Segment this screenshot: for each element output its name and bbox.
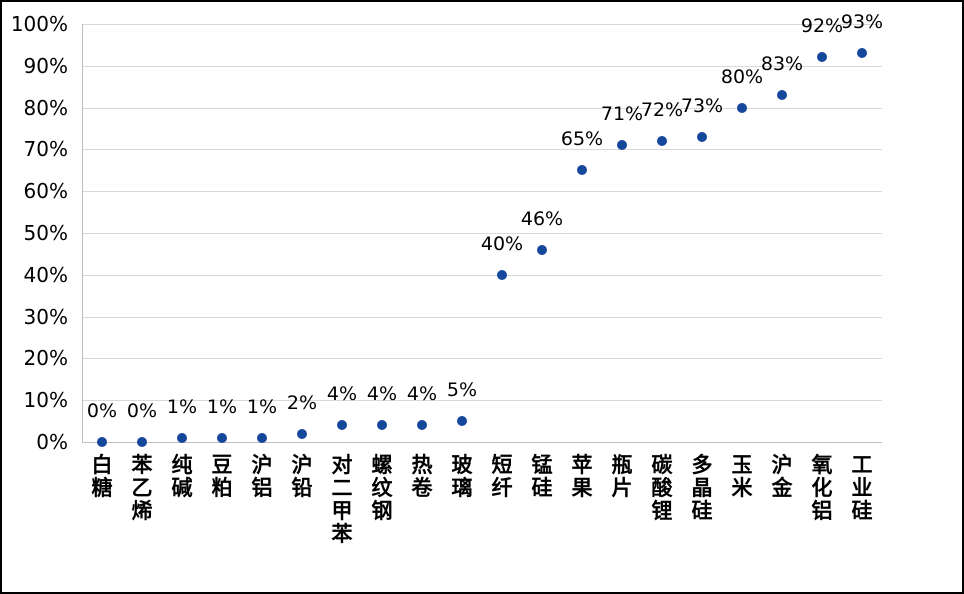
- y-tick-label: 10%: [23, 388, 68, 412]
- data-point: [297, 428, 307, 439]
- data-point: [577, 165, 587, 176]
- data-point: [817, 52, 827, 63]
- gridline: [82, 66, 882, 67]
- gridline: [82, 108, 882, 109]
- data-label: 72%: [640, 99, 684, 122]
- x-tick-label: 瓶片: [611, 453, 633, 500]
- x-tick-label: 苯乙烯: [131, 453, 153, 523]
- x-axis-line: [82, 442, 882, 443]
- data-point: [657, 136, 667, 147]
- y-tick-label: 70%: [23, 137, 68, 161]
- y-tick-label: 90%: [23, 54, 68, 78]
- x-tick-label: 螺纹钢: [371, 453, 393, 523]
- gridline: [82, 24, 882, 25]
- gridline: [82, 149, 882, 150]
- data-label: 92%: [800, 15, 844, 38]
- data-label: 80%: [720, 65, 764, 88]
- data-point: [737, 102, 747, 113]
- data-point: [217, 432, 227, 443]
- x-tick-label: 碳酸锂: [651, 453, 673, 523]
- data-label: 46%: [520, 207, 564, 230]
- x-tick-label: 玉米: [731, 453, 753, 500]
- x-tick-label: 沪铅: [291, 453, 313, 500]
- data-point: [177, 432, 187, 443]
- x-tick-label: 对二甲苯: [331, 453, 353, 546]
- gridline: [82, 358, 882, 359]
- gridline: [82, 191, 882, 192]
- data-point: [97, 437, 107, 447]
- y-tick-label: 60%: [23, 179, 68, 203]
- data-point: [697, 131, 707, 142]
- data-label: 0%: [126, 400, 158, 422]
- x-tick-label: 沪铝: [251, 453, 273, 500]
- data-point: [617, 140, 627, 151]
- x-tick-label: 短纤: [491, 453, 513, 500]
- data-point: [497, 269, 507, 280]
- data-point: [377, 420, 387, 431]
- data-label: 1%: [206, 395, 238, 418]
- data-point: [857, 48, 867, 59]
- x-tick-label: 锰硅: [531, 453, 553, 500]
- data-point: [257, 432, 267, 443]
- data-point: [337, 420, 347, 431]
- data-label: 40%: [480, 232, 524, 255]
- data-label: 93%: [840, 11, 884, 34]
- x-tick-label: 玻璃: [451, 453, 473, 500]
- data-label: 1%: [246, 395, 278, 418]
- x-tick-label: 工业硅: [851, 453, 873, 523]
- data-point: [537, 244, 547, 255]
- x-tick-label: 白糖: [91, 453, 113, 500]
- data-label: 73%: [680, 94, 724, 117]
- y-tick-label: 100%: [10, 12, 68, 36]
- gridline: [82, 400, 882, 401]
- gridline: [82, 275, 882, 276]
- y-tick-label: 50%: [23, 221, 68, 245]
- x-tick-label: 氧化铝: [811, 453, 833, 523]
- x-tick-label: 豆粕: [211, 453, 233, 500]
- x-tick-label: 热卷: [411, 453, 433, 500]
- data-label: 65%: [560, 128, 604, 151]
- data-point: [457, 416, 467, 427]
- data-point: [777, 90, 787, 101]
- x-tick-label: 苹果: [571, 453, 593, 500]
- data-label: 4%: [326, 383, 358, 406]
- y-tick-label: 30%: [23, 305, 68, 329]
- data-label: 4%: [406, 383, 438, 406]
- y-axis-line: [82, 24, 83, 442]
- x-tick-label: 多晶硅: [691, 453, 713, 523]
- data-label: 71%: [600, 103, 644, 126]
- x-tick-label: 沪金: [771, 453, 793, 500]
- data-label: 83%: [760, 53, 804, 76]
- data-label: 0%: [86, 400, 118, 422]
- data-label: 5%: [446, 379, 478, 402]
- data-label: 1%: [166, 395, 198, 418]
- y-tick-label: 40%: [23, 263, 68, 287]
- y-tick-label: 20%: [23, 346, 68, 370]
- gridline: [82, 317, 882, 318]
- y-tick-label: 80%: [23, 96, 68, 120]
- data-label: 2%: [286, 391, 318, 414]
- data-point: [417, 420, 427, 431]
- x-tick-label: 纯碱: [171, 453, 193, 500]
- y-tick-label: 0%: [36, 430, 68, 454]
- data-point: [137, 437, 147, 447]
- gridline: [82, 233, 882, 234]
- data-label: 4%: [366, 383, 398, 406]
